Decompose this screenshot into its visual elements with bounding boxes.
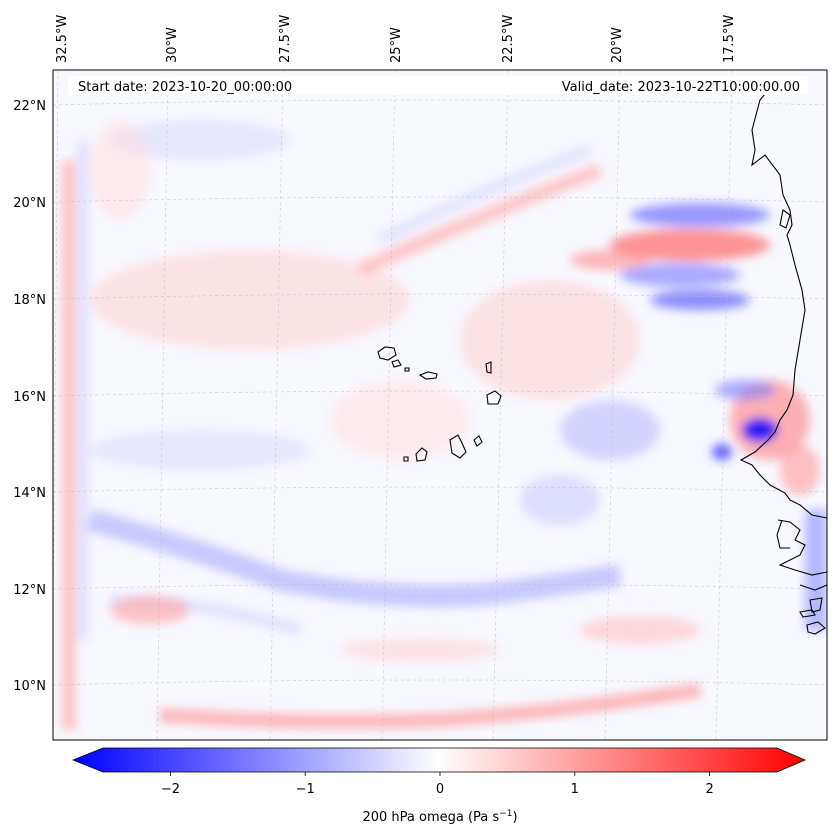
lon-label: 30°W	[165, 27, 180, 63]
map-frame	[52, 69, 828, 741]
longitude-labels: 32.5°W 30°W 27.5°W 25°W 22.5°W 20°W 17.5…	[55, 15, 737, 63]
lat-label: 18°N	[13, 293, 46, 308]
colorbar-tick-label: −2	[161, 782, 180, 797]
lat-label: 20°N	[13, 196, 46, 211]
lon-label: 22.5°W	[501, 15, 516, 63]
valid-date: Valid_date: 2023-10-22T10:00:00.00	[562, 80, 800, 95]
lon-label: 27.5°W	[278, 15, 293, 63]
colorbar-tick-label: 1	[571, 782, 579, 797]
colorbar: −2 −1 0 1 2 200 hPa omega (Pa s−1)	[71, 747, 807, 825]
lon-label: 20°W	[610, 27, 625, 63]
omega-field-anomalies	[62, 120, 827, 730]
latitude-labels: 22°N 20°N 18°N 16°N 14°N 12°N 10°N	[13, 99, 46, 694]
colorbar-ticks: −2 −1 0 1 2	[161, 772, 714, 797]
graticule	[53, 70, 827, 740]
colorbar-label-text: 200 hPa omega (Pa s	[362, 810, 499, 825]
lat-label: 22°N	[13, 99, 46, 114]
colorbar-tick-label: 0	[436, 782, 444, 797]
coastline	[739, 87, 827, 635]
header-background	[68, 76, 808, 95]
lat-label: 12°N	[13, 583, 46, 598]
lat-label: 16°N	[13, 390, 46, 405]
colorbar-label-exponent: −1	[499, 809, 512, 819]
lon-label: 17.5°W	[722, 15, 737, 63]
islands	[377, 346, 502, 462]
colorbar-tick-label: −1	[296, 782, 315, 797]
lon-label: 32.5°W	[55, 15, 70, 63]
lon-label: 25°W	[389, 27, 404, 63]
lat-label: 14°N	[13, 486, 46, 501]
colorbar-body	[71, 747, 807, 773]
map-panel	[53, 70, 827, 740]
lat-label: 10°N	[13, 679, 46, 694]
colorbar-label: 200 hPa omega (Pa s−1)	[362, 809, 517, 825]
colorbar-label-close: )	[512, 810, 517, 825]
start-date: Start date: 2023-10-20_00:00:00	[78, 80, 292, 95]
colorbar-tick-label: 2	[705, 782, 713, 797]
